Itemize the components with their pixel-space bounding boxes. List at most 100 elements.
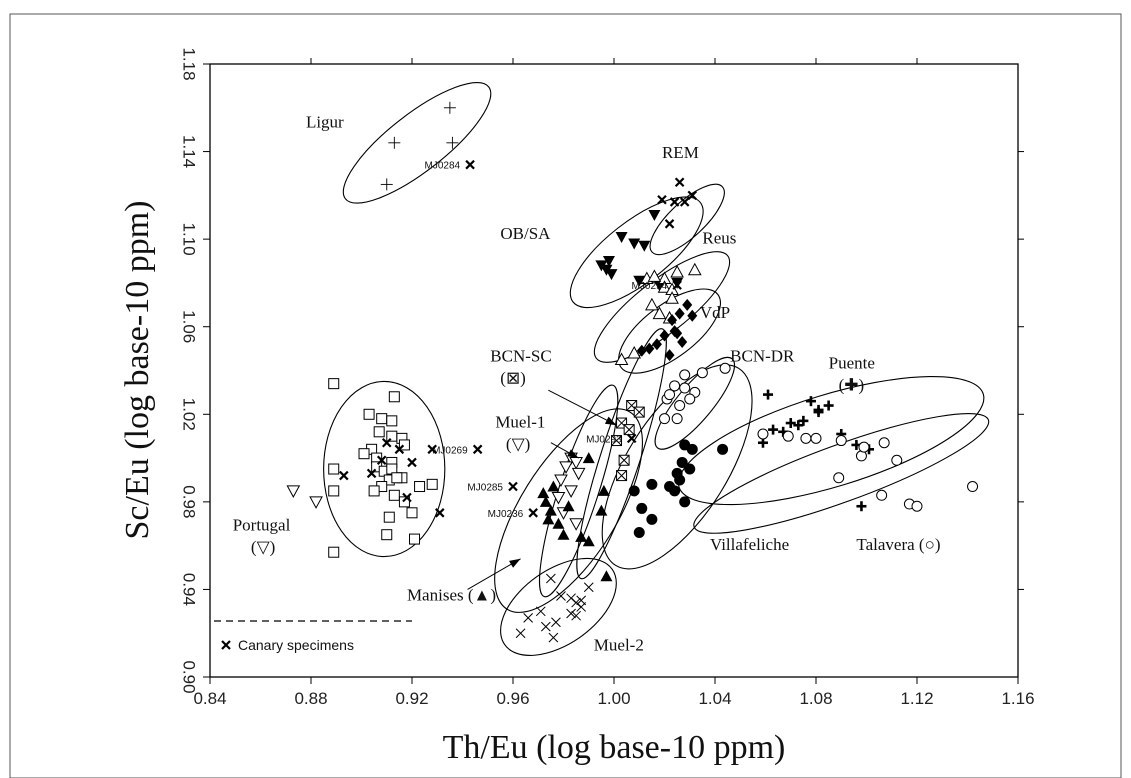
point-boxed-x [633, 406, 645, 418]
point-circle-open [878, 437, 890, 449]
ellipse-talavera [693, 412, 990, 534]
x-tick-label: 0.96 [496, 689, 529, 708]
specimen-label: MJ0269 [432, 445, 468, 456]
point-circle-open [679, 369, 691, 381]
point-plus-bold [798, 415, 809, 426]
point-x [465, 159, 475, 170]
point-diamond-filled [674, 307, 685, 320]
point-triangle-up-open [687, 262, 702, 276]
point-triangle-down-open [309, 496, 323, 509]
group-label: Muel-2 [594, 636, 644, 655]
point-x [626, 433, 637, 444]
point-plus-bold [823, 400, 834, 411]
point-circle-filled [646, 513, 658, 525]
point-plus-thin [443, 101, 456, 114]
point-triangle-up-open [627, 345, 642, 359]
point-square-open [391, 472, 403, 484]
point-triangle-up-open [645, 297, 659, 311]
point-triangle-up-filled [575, 530, 588, 542]
ellipse-villafeliche [601, 364, 753, 570]
point-plus-bold [763, 389, 774, 400]
group-label: Reus [702, 229, 736, 248]
point-circle-filled [633, 527, 645, 539]
group-label: BCN-SC [490, 347, 551, 366]
point-plus-thin [388, 136, 401, 149]
point-square-open [426, 478, 438, 490]
point-circle-filled [679, 496, 691, 508]
point-triangle-down-filled [605, 269, 618, 281]
point-circle-filled [686, 443, 698, 455]
point-x-thin [583, 582, 594, 593]
y-tick-label: 1.06 [180, 310, 199, 343]
y-tick-label: 0.94 [180, 573, 199, 606]
point-x [402, 492, 412, 503]
point-x [472, 444, 483, 455]
group-symbol: (▽) [506, 434, 530, 453]
point-x [657, 194, 667, 205]
group-symbol: (⊠) [500, 369, 526, 388]
specimen-label: MJ0236 [488, 509, 524, 520]
point-triangle-down-filled [615, 231, 628, 243]
point-diamond-filled [667, 314, 678, 327]
figure-frame [9, 13, 1122, 778]
point-square-open [398, 496, 410, 508]
point-x-thin [523, 613, 534, 623]
point-circle-open [696, 367, 708, 379]
group-labels: Ligur REM OB/SA Reus VdP BCN-SC (⊠) BCN-DR Puent… [233, 112, 941, 654]
point-x [687, 190, 698, 201]
point-circle-open [719, 362, 731, 374]
point-circle-filled [676, 456, 688, 468]
group-symbol: (✚) [839, 375, 865, 394]
ellipse-reus [593, 251, 731, 363]
y-axis-title: Sc/Eu (log base-10 ppm) [119, 201, 156, 540]
point-boxed-x [618, 454, 630, 466]
x-tick-label: 1.00 [597, 689, 630, 708]
x-tick-label: 1.04 [698, 689, 731, 708]
point-diamond-filled [659, 329, 670, 342]
point-triangle-up-filled [547, 480, 560, 492]
point-plus-bold [856, 501, 867, 512]
specimen-label: MJ0294 [632, 281, 668, 292]
point-circle-open [967, 481, 979, 493]
point-triangle-up-filled [597, 484, 610, 496]
point-x-thin [515, 628, 526, 639]
point-circle-filled [684, 463, 696, 475]
point-square-open [388, 391, 400, 403]
point-x [381, 437, 392, 448]
point-triangle-down-open [569, 518, 583, 531]
point-triangle-down-open [554, 474, 568, 488]
axis-ticks: 0.84 0.88 0.92 0.96 1.00 1.04 1.08 1.12 1.16 0.90… [180, 47, 1035, 708]
point-x-thin [556, 591, 566, 601]
ellipse-rem [649, 183, 725, 256]
point-x [394, 444, 405, 455]
point-circle-open [659, 413, 670, 425]
point-square-open [388, 489, 400, 501]
x-tick-label: 1.12 [900, 689, 933, 708]
ellipse-muel-2 [500, 557, 617, 656]
y-tick-label: 1.02 [180, 398, 199, 431]
point-square-open [373, 426, 385, 438]
point-x-thin [551, 617, 561, 628]
point-circle-open [674, 400, 686, 412]
point-square-open [381, 529, 393, 541]
point-triangle-up-filled [552, 517, 565, 529]
point-circle-open [800, 432, 812, 444]
point-diamond-filled [677, 336, 688, 349]
point-diamond-filled [687, 309, 698, 322]
point-circle-open [671, 413, 683, 425]
point-triangle-up-open [665, 291, 679, 304]
point-square-open [358, 448, 370, 460]
group-label: VdP [700, 303, 730, 322]
point-x-thin [571, 610, 581, 621]
y-tick-label: 1.14 [180, 135, 199, 168]
point-triangle-up-filled [539, 495, 552, 507]
group-label: BCN-DR [730, 347, 795, 366]
point-circle-filled [664, 481, 676, 493]
point-square-open [328, 378, 340, 390]
point-x [376, 455, 387, 466]
arrow [550, 442, 579, 459]
point-triangle-down-open [559, 461, 573, 474]
point-diamond-filled [644, 342, 655, 355]
point-x [339, 470, 349, 481]
point-x [508, 481, 518, 492]
